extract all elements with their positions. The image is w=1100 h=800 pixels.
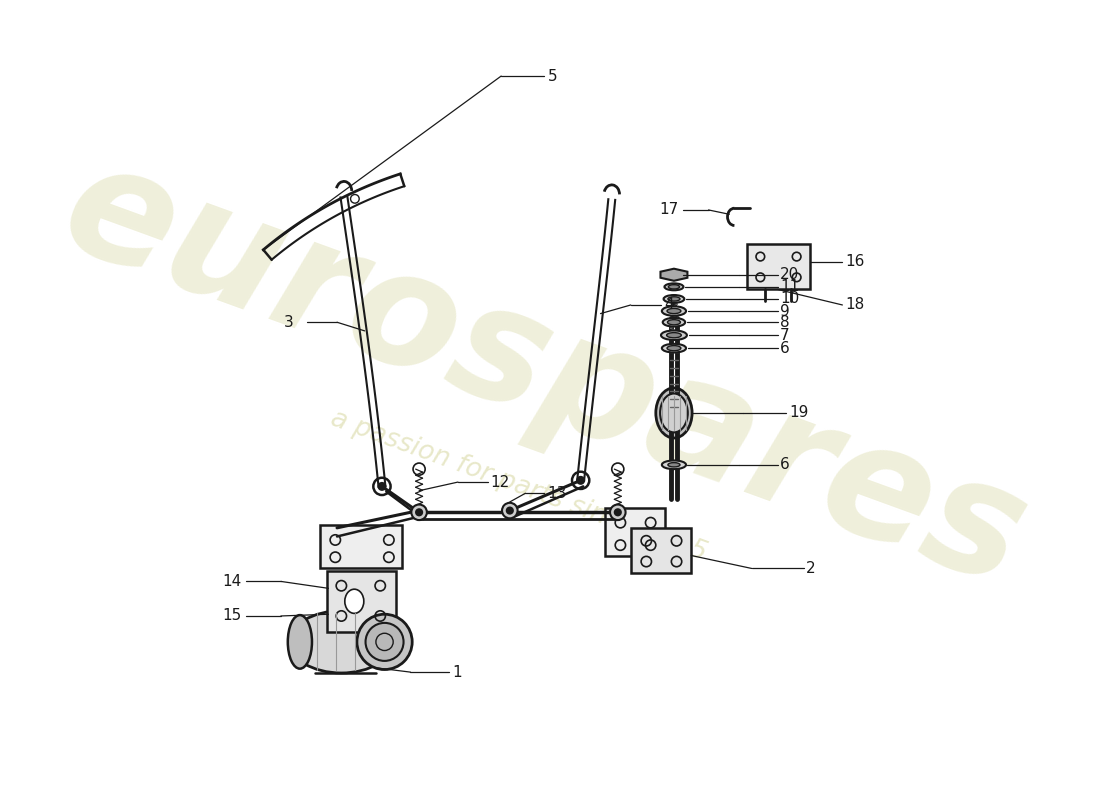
Circle shape [615,510,620,515]
Text: eurospares: eurospares [43,129,1045,620]
Ellipse shape [668,462,680,467]
Bar [320,526,402,569]
Circle shape [378,483,385,490]
Text: 11: 11 [780,279,800,294]
Bar [630,528,691,573]
Text: 19: 19 [789,406,808,421]
Text: 13: 13 [547,486,567,501]
Text: 15: 15 [223,609,242,623]
Text: 12: 12 [491,474,510,490]
Bar [605,508,665,555]
Bar [327,571,396,631]
Ellipse shape [344,589,364,614]
Circle shape [610,505,626,520]
Ellipse shape [662,461,686,469]
Ellipse shape [662,318,685,326]
Circle shape [578,477,584,484]
Ellipse shape [668,320,681,325]
Text: 6: 6 [780,341,790,356]
Text: 18: 18 [845,298,865,313]
Text: 20: 20 [780,267,800,282]
Ellipse shape [662,306,686,316]
Ellipse shape [660,394,688,432]
Ellipse shape [664,283,683,290]
Bar [747,245,810,290]
Circle shape [411,505,427,520]
Ellipse shape [669,285,680,289]
Ellipse shape [667,346,681,350]
Text: 3: 3 [284,314,294,330]
Text: a passion for parts since 1985: a passion for parts since 1985 [327,406,711,566]
Circle shape [502,503,518,518]
Circle shape [356,614,412,670]
Ellipse shape [667,333,681,338]
Polygon shape [660,269,688,281]
Circle shape [507,507,513,514]
Text: 10: 10 [780,291,800,306]
Text: 14: 14 [223,574,242,589]
Ellipse shape [288,615,312,669]
Text: 16: 16 [845,254,865,270]
Text: 9: 9 [780,303,790,318]
Text: 8: 8 [780,314,790,330]
Text: 2: 2 [806,561,816,576]
Text: 1: 1 [452,665,462,680]
Text: 7: 7 [780,328,790,342]
Text: 17: 17 [659,202,679,218]
Ellipse shape [663,295,684,303]
Circle shape [416,510,422,515]
Ellipse shape [668,297,680,301]
Ellipse shape [656,388,692,438]
Text: 6: 6 [780,458,790,472]
Ellipse shape [662,344,686,353]
Ellipse shape [661,330,686,340]
Circle shape [365,623,404,661]
Text: 4: 4 [664,298,674,313]
Text: 5: 5 [548,69,558,83]
Ellipse shape [667,309,681,314]
Ellipse shape [289,610,393,673]
